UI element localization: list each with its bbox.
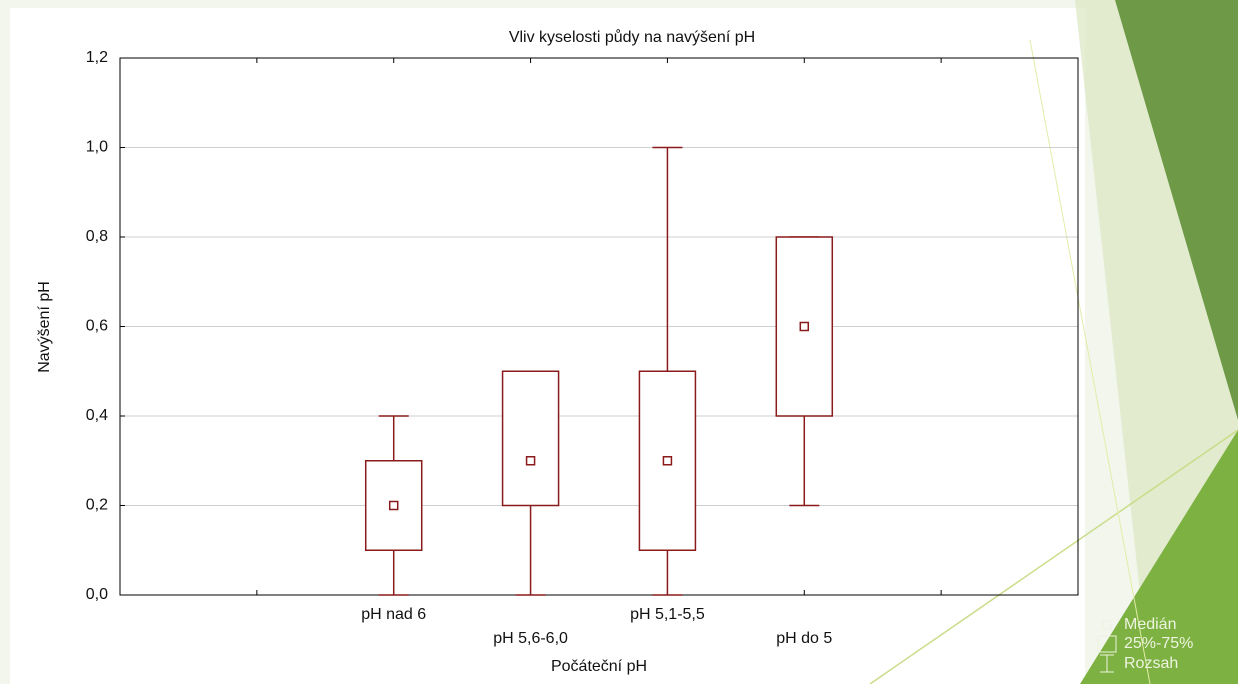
median [390, 502, 398, 510]
median [800, 323, 808, 331]
y-tick-label: 0,4 [86, 407, 108, 424]
y-tick-label: 0,8 [86, 228, 108, 245]
legend-label: Rozsah [1124, 655, 1178, 672]
chart-title: Vliv kyselosti půdy na navýšení pH [509, 28, 755, 46]
median [663, 457, 671, 465]
y-tick-label: 1,0 [86, 139, 108, 156]
x-tick-label: pH 5,6-6,0 [493, 630, 568, 647]
y-tick-label: 0,2 [86, 497, 108, 514]
y-axis-label: Navýšení pH [36, 281, 53, 373]
legend-label: Medián [1124, 616, 1176, 633]
y-tick-label: 0,0 [86, 586, 108, 603]
chart-area [10, 8, 1085, 684]
y-tick-label: 1,2 [86, 49, 108, 66]
chart: Vliv kyselosti půdy na navýšení pH Počát… [0, 0, 1238, 684]
legend-label: 25%-75% [1124, 635, 1193, 652]
box [503, 371, 559, 505]
median [527, 457, 535, 465]
x-tick-label: pH nad 6 [361, 606, 426, 623]
x-tick-label: pH 5,1-5,5 [630, 606, 705, 623]
y-tick-label: 0,6 [86, 318, 108, 335]
x-axis-label: Počáteční pH [551, 658, 647, 675]
x-tick-label: pH do 5 [776, 630, 832, 647]
